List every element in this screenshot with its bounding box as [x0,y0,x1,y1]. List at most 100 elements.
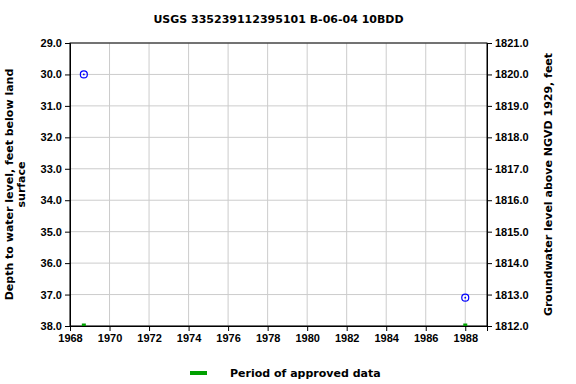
tick-mark [65,169,70,170]
tick-mark [487,106,492,107]
tick-mark [65,137,70,138]
tick-label: 1980 [295,332,319,344]
tick: 1821.0 [487,37,529,49]
grid-line [386,43,387,326]
tick: 1988 [454,326,478,344]
tick-mark [487,43,492,44]
tick: 1972 [137,326,161,344]
tick: 1818.0 [487,131,529,143]
tick: 1984 [374,326,399,344]
tick-mark [487,295,492,296]
tick: 31.0 [41,100,70,112]
tick-mark [149,326,150,331]
tick: 1815.0 [487,226,529,238]
tick-mark [110,326,111,331]
tick-label: 1815.0 [495,226,529,238]
tick-label: 32.0 [41,131,62,143]
grid-line [70,263,487,264]
legend-swatch [190,371,207,375]
grid-line [70,231,487,232]
grid-line [70,294,487,295]
tick: 1812.0 [487,320,529,332]
x-axis: 1968197019721974197619781980198219841986… [58,326,487,344]
grid-line [70,168,487,169]
series [82,324,467,327]
tick-label: 36.0 [41,257,62,269]
approved-mark [82,324,86,327]
tick-mark [386,326,387,331]
axis-line [488,44,493,327]
tick-mark [465,326,466,331]
tick: 1982 [335,326,359,344]
y-axis-title: surface [15,162,28,208]
tick-mark [487,169,492,170]
tick-label: 1813.0 [495,289,529,301]
grid-line [465,43,466,326]
tick-label: 38.0 [41,320,62,332]
tick-mark [347,326,348,331]
tick: 1814.0 [487,257,529,269]
grid-line [228,43,229,326]
tick-mark [65,200,70,201]
tick-label: 1988 [454,332,478,344]
tick-label: 1982 [335,332,359,344]
legend: Period of approved data [190,367,381,380]
tick: 29.0 [41,37,70,49]
tick-mark [65,263,70,264]
chart: 1968197019721974197619781980198219841986… [0,0,576,384]
tick-label: 29.0 [41,37,62,49]
y-axis: 29.0 30.0 31.0 32.0 33.0 34.0 35.0 36.0 37.0 38.0 [41,37,71,332]
tick: 36.0 [41,257,70,269]
tick-mark [487,137,492,138]
tick-label: 1968 [58,332,82,344]
tick: 33.0 [41,163,70,175]
tick-label: 30.0 [41,68,62,80]
tick-label: 1821.0 [495,37,529,49]
tick-mark [65,43,70,44]
tick: 30.0 [41,68,70,80]
point-center [464,297,466,299]
grid-line [425,43,426,326]
grid-line [267,43,268,326]
tick-mark [426,326,427,331]
point-center [83,74,85,76]
tick: 32.0 [41,131,70,143]
tick: 1980 [295,326,319,344]
tick-mark [487,200,492,201]
tick-label: 1817.0 [495,163,529,175]
tick: 1820.0 [487,68,529,80]
marks [80,71,468,326]
y2-axis-title: Groundwater level above NGVD 1929, feet [542,53,555,316]
tick-label: 1972 [137,332,161,344]
grid-line [70,200,487,201]
tick-mark [65,74,70,75]
grid-line [188,43,189,326]
axis-line [71,327,488,332]
tick: 37.0 [41,289,70,301]
point [80,71,87,78]
tick-label: 1984 [374,332,399,344]
point [462,294,469,301]
grid [70,43,487,326]
tick-label: 37.0 [41,289,62,301]
tick: 1978 [256,326,280,344]
tick: 1813.0 [487,289,529,301]
tick-label: 34.0 [41,194,62,206]
tick-mark [268,326,269,331]
tick-mark [487,326,492,327]
tick-label: 1986 [414,332,438,344]
plot-area [70,43,487,326]
tick: 1976 [216,326,240,344]
y2-axis: 1821.01820.01819.01818.01817.01816.01815… [487,37,529,332]
tick-mark [189,326,190,331]
tick-label: 33.0 [41,163,62,175]
grid-line [70,74,487,75]
legend-label: Period of approved data [230,367,381,380]
tick-label: 1974 [177,332,202,344]
grid-line [346,43,347,326]
tick-mark [65,106,70,107]
tick-mark [487,232,492,233]
tick-label: 35.0 [41,226,62,238]
grid-line [70,137,487,138]
tick-label: 1814.0 [495,257,529,269]
